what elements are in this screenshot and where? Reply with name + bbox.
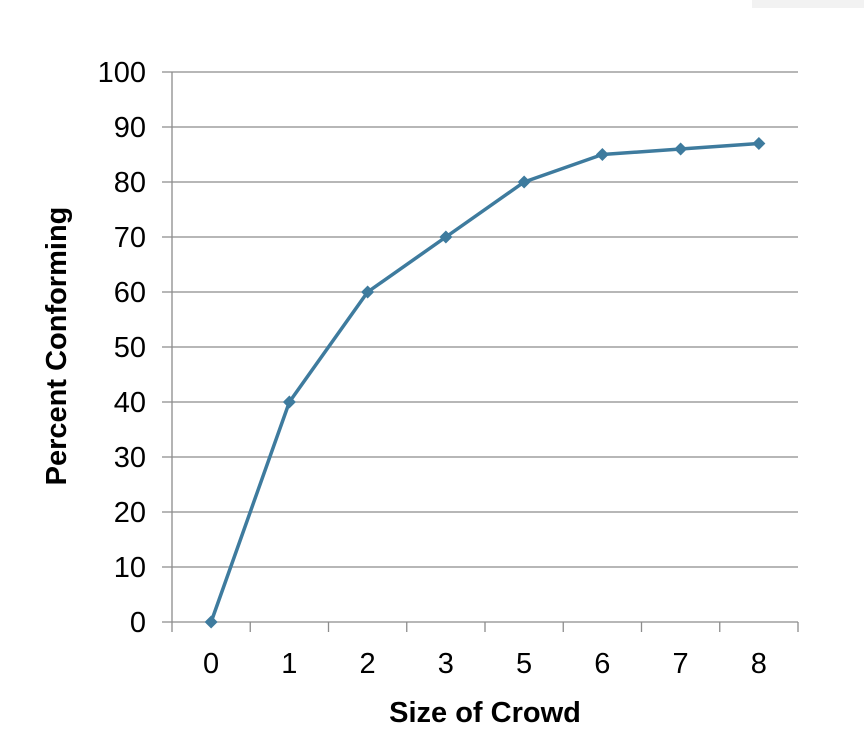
y-tick-label: 30: [114, 442, 146, 474]
y-tick-labels: 0 10 20 30 40 50 60 70 80 90 100: [98, 57, 146, 639]
x-tick-label: 5: [516, 648, 532, 680]
y-tick-label: 40: [114, 387, 146, 419]
data-point-marker: [361, 285, 375, 299]
y-tick-label: 100: [98, 57, 146, 89]
data-point-marker: [595, 148, 609, 161]
series: [204, 137, 766, 629]
y-tick-label: 0: [130, 607, 146, 639]
data-point-marker: [439, 230, 453, 244]
data-point-marker: [517, 175, 531, 189]
y-tick-label: 50: [114, 332, 146, 364]
axis-titles: Size of Crowd Percent Conforming: [41, 207, 581, 729]
x-tick-labels: 0 1 2 3 5 6 7 8: [203, 648, 767, 680]
y-tick-label: 10: [114, 552, 146, 584]
y-tick-label: 20: [114, 497, 146, 529]
x-tick-label: 6: [594, 648, 610, 680]
corner-mark: [752, 0, 864, 8]
y-tick-label: 60: [114, 277, 146, 309]
x-axis-title: Size of Crowd: [389, 697, 581, 729]
y-axis-title: Percent Conforming: [41, 207, 73, 486]
x-tick-label: 2: [360, 648, 376, 680]
axes: [162, 72, 799, 632]
data-point-marker: [674, 142, 688, 156]
x-tick-label: 3: [438, 648, 454, 680]
series-line: [209, 141, 759, 623]
gridlines: [162, 71, 798, 568]
y-tick-label: 70: [114, 222, 146, 254]
data-point-marker: [752, 137, 766, 150]
data-point-marker: [204, 615, 218, 629]
y-tick-label: 90: [114, 112, 146, 144]
data-point-marker: [282, 395, 296, 409]
x-tick-label: 0: [203, 648, 219, 680]
y-tick-label: 80: [114, 167, 146, 199]
x-tick-label: 7: [673, 648, 689, 680]
x-tick-label: 1: [281, 648, 297, 680]
x-tick-label: 8: [751, 648, 767, 680]
